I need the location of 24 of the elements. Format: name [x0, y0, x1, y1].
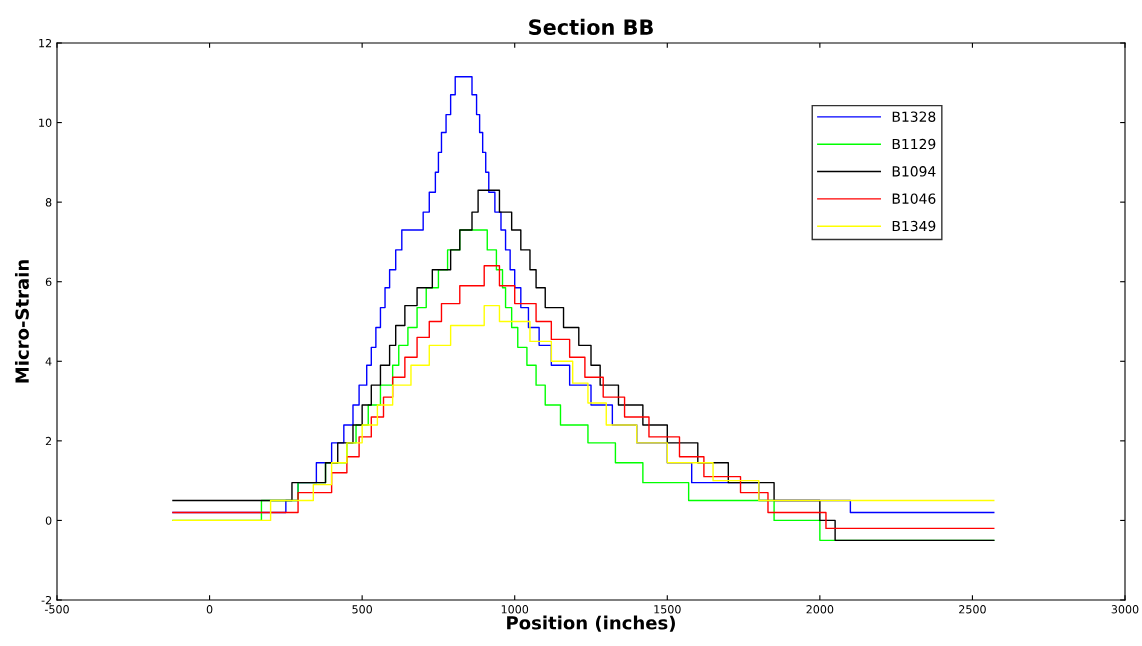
chart-title: Section BB — [529, 18, 653, 35]
x-tick-label: 1000 — [501, 605, 529, 614]
y-tick-label: 0 — [45, 516, 52, 525]
y-tick-label: 12 — [39, 38, 52, 48]
legend-label: B1094 — [892, 166, 936, 177]
y-axis-title: Micro-Strain — [14, 260, 29, 383]
x-tick-label: 2000 — [806, 605, 834, 614]
x-tick-label: -500 — [44, 605, 69, 614]
x-tick-label: 3000 — [1111, 605, 1139, 614]
x-tick-label: 2500 — [959, 605, 986, 614]
y-tick-label: 6 — [45, 277, 52, 287]
legend-label: B1328 — [892, 111, 936, 122]
x-tick-label: 1500 — [654, 605, 681, 614]
legend-label: B1129 — [892, 138, 936, 150]
x-tick-label: 500 — [352, 605, 373, 614]
y-tick-label: 4 — [45, 357, 52, 366]
legend-label: B1349 — [892, 220, 936, 232]
y-tick-label: -2 — [41, 595, 52, 605]
legend-label: B1046 — [892, 193, 936, 204]
y-tick-label: 2 — [45, 436, 52, 446]
x-axis-title: Position (inches) — [507, 615, 675, 632]
x-tick-label: 0 — [206, 605, 213, 614]
y-tick-label: 8 — [45, 198, 52, 207]
y-tick-label: 10 — [39, 118, 52, 127]
